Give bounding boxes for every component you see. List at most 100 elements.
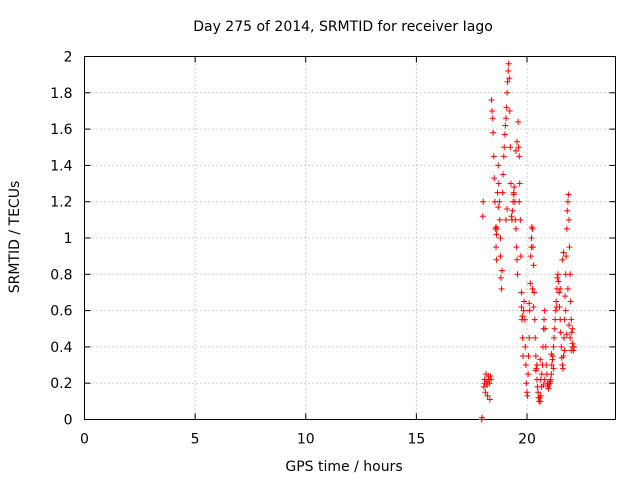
axis-ticks [84, 56, 616, 420]
data-point [560, 334, 567, 341]
data-point [566, 216, 573, 223]
data-point [493, 224, 500, 231]
data-point [520, 307, 527, 314]
data-point [495, 204, 502, 211]
y-tick-label: 0.8 [50, 267, 72, 283]
data-point [564, 285, 571, 292]
data-point [548, 371, 555, 378]
data-point [521, 298, 528, 305]
data-point [530, 303, 537, 310]
data-point [555, 278, 562, 285]
data-point [520, 352, 527, 359]
data-point [526, 300, 533, 307]
data-point [556, 289, 563, 296]
data-point [548, 351, 555, 358]
y-axis-label: SRMTID / TECUs [7, 181, 23, 294]
data-point [553, 298, 560, 305]
data-point [561, 347, 568, 354]
data-point [550, 343, 557, 350]
data-point [500, 153, 507, 160]
data-point [551, 325, 558, 332]
data-point [493, 244, 500, 251]
chart-title: Day 275 of 2014, SRMTID for receiver Iag… [193, 19, 493, 35]
data-point [560, 249, 567, 256]
data-point [519, 334, 526, 341]
data-point [532, 367, 539, 374]
data-point [493, 231, 500, 238]
data-point [529, 285, 536, 292]
data-point [495, 162, 502, 169]
data-point [515, 118, 522, 125]
data-point [506, 75, 513, 82]
data-point [496, 198, 503, 205]
data-point [486, 380, 493, 387]
data-point [486, 396, 493, 403]
data-point [489, 115, 496, 122]
data-point [550, 334, 557, 341]
grid [84, 56, 616, 420]
data-point [559, 365, 566, 372]
data-point [525, 371, 532, 378]
data-point [495, 180, 502, 187]
y-tick-label: 0.4 [50, 340, 72, 356]
data-point [480, 383, 487, 390]
data-point [569, 325, 576, 332]
data-point [491, 175, 498, 182]
data-point [543, 362, 550, 369]
data-point [514, 138, 521, 145]
data-point [570, 343, 577, 350]
data-point [488, 97, 495, 104]
data-point [564, 198, 571, 205]
data-point [510, 191, 517, 198]
data-point [560, 352, 567, 359]
x-tick-label: 0 [80, 432, 89, 448]
data-point [507, 180, 514, 187]
data-point [513, 244, 520, 251]
data-point [497, 235, 504, 241]
data-point [479, 213, 486, 220]
data-point [498, 285, 505, 292]
data-point [506, 107, 513, 114]
y-tick-label: 1.6 [50, 122, 72, 138]
data-point [553, 303, 560, 310]
data-point [552, 316, 559, 323]
data-point [516, 180, 523, 187]
data-point [488, 376, 495, 383]
data-point [509, 207, 516, 214]
data-point [568, 329, 575, 336]
data-point [567, 271, 574, 278]
data-point [552, 307, 559, 314]
data-point [568, 316, 575, 323]
x-tick-label: 5 [191, 432, 200, 448]
data-point [526, 334, 533, 341]
y-tick-label: 1 [64, 231, 73, 247]
data-point [542, 325, 549, 332]
data-point [522, 362, 529, 369]
data-point [537, 398, 544, 405]
data-point [535, 389, 542, 396]
y-tick-label: 0.2 [50, 376, 72, 392]
data-point [514, 271, 521, 278]
data-point [561, 316, 568, 323]
data-point [562, 307, 569, 314]
data-point [504, 89, 511, 96]
data-point [504, 205, 511, 212]
data-point [504, 78, 511, 85]
data-point [501, 131, 508, 138]
data-point [566, 322, 573, 329]
data-point [484, 392, 491, 399]
data-point [541, 307, 548, 314]
data-point [515, 144, 522, 151]
y-tick-label: 0.6 [50, 304, 72, 320]
data-point [512, 216, 519, 223]
data-point [518, 303, 525, 310]
data-point [557, 285, 564, 292]
data-point [499, 189, 506, 196]
data-point [480, 198, 487, 205]
data-point [541, 316, 548, 323]
data-point [507, 144, 514, 151]
data-point [527, 253, 534, 260]
data-point [558, 343, 565, 350]
data-point [563, 225, 570, 232]
